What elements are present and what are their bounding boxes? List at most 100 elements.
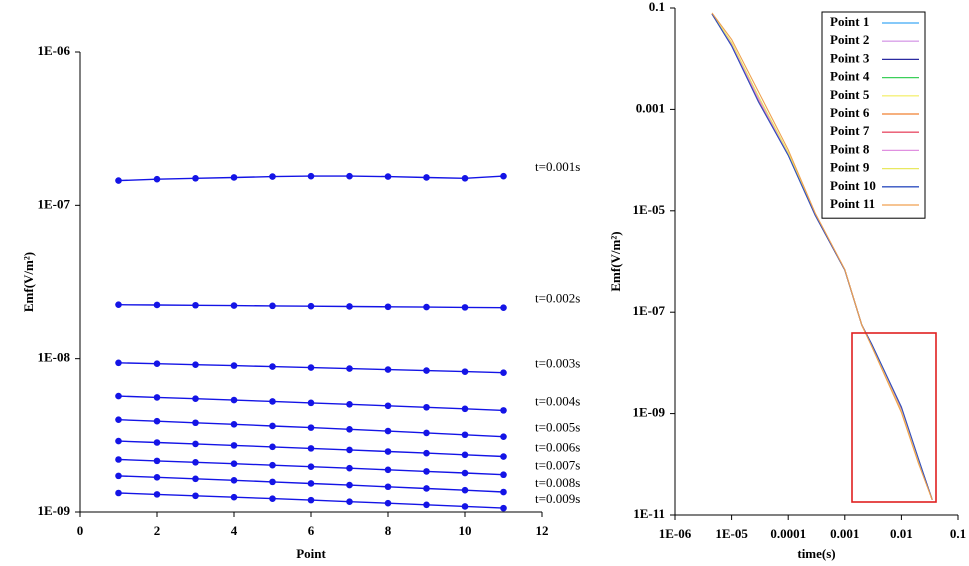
point-marker [500, 407, 507, 414]
x-tick-label: 0.001 [830, 526, 859, 541]
point-marker [461, 469, 469, 477]
point-marker [153, 394, 161, 401]
point-marker [115, 437, 122, 445]
point-marker [384, 173, 392, 180]
x-tick-label: 0.0001 [770, 526, 806, 541]
point-marker [500, 304, 507, 311]
x-tick-label: 0.1 [950, 526, 966, 541]
point-marker [423, 403, 430, 411]
point-marker [153, 301, 161, 309]
y-tick-label: 0.1 [649, 0, 665, 14]
point-marker [346, 303, 353, 310]
point-marker [423, 303, 430, 311]
series-label: t=0.007s [535, 458, 580, 473]
point-marker [230, 442, 238, 449]
legend-label: Point 1 [830, 14, 869, 29]
point-marker [346, 464, 353, 472]
point-marker [384, 427, 392, 435]
x-tick-label: 0 [77, 523, 84, 538]
x-tick-label: 12 [536, 523, 549, 538]
point-marker [153, 360, 161, 368]
legend-label: Point 11 [830, 196, 875, 211]
series-label: t=0.008s [535, 475, 580, 490]
point-marker [307, 496, 315, 504]
point-marker [269, 422, 276, 430]
series-label: t=0.005s [535, 420, 580, 435]
series-label: t=0.001s [535, 159, 580, 174]
point-marker [461, 304, 469, 311]
point-marker [115, 177, 122, 184]
point-marker [230, 493, 238, 501]
point-marker [461, 431, 469, 439]
point-marker [500, 369, 507, 376]
point-marker [230, 174, 238, 181]
highlight-box [851, 332, 937, 503]
point-marker [115, 359, 122, 367]
point-marker [192, 301, 199, 309]
legend-label: Point 10 [830, 178, 876, 193]
point-marker [115, 416, 122, 423]
point-marker [384, 466, 392, 474]
y-axis-label: Emf(V/m²) [21, 252, 36, 312]
point-marker [346, 426, 353, 433]
y-tick-label: 1E-05 [633, 202, 666, 217]
point-marker [346, 365, 353, 372]
point-marker [423, 485, 430, 492]
legend-label: Point 8 [830, 141, 870, 156]
legend-label: Point 9 [830, 160, 870, 175]
point-marker [500, 172, 507, 180]
point-marker [192, 458, 199, 466]
point-marker [230, 396, 238, 404]
series-label: t=0.003s [535, 356, 580, 371]
legend-label: Point 4 [830, 69, 870, 84]
legend-label: Point 5 [830, 87, 870, 102]
y-tick-label: 1E-11 [633, 506, 665, 521]
x-tick-label: 2 [154, 523, 161, 538]
y-tick-label: 1E-09 [38, 503, 71, 518]
point-marker [115, 456, 122, 463]
x-tick-label: 4 [231, 523, 238, 538]
x-tick-label: 1E-05 [715, 526, 748, 541]
point-marker [423, 449, 430, 457]
point-marker [192, 175, 199, 182]
y-tick-label: 1E-09 [633, 405, 666, 420]
point-marker [384, 366, 392, 373]
point-marker [269, 443, 276, 451]
series-label: t=0.009s [535, 491, 580, 506]
legend-box [821, 11, 926, 219]
point-marker [230, 421, 238, 428]
series-label: t=0.006s [535, 440, 580, 455]
y-tick-label: 1E-07 [38, 196, 71, 211]
point-marker [153, 474, 161, 481]
point-marker [192, 440, 199, 448]
series-label: t=0.002s [535, 291, 580, 306]
point-marker [230, 460, 238, 468]
point-marker [269, 363, 276, 370]
x-axis-label: Point [296, 546, 326, 561]
point-marker [461, 175, 469, 182]
point-marker [307, 463, 315, 470]
x-tick-label: 8 [385, 523, 392, 538]
point-marker [269, 495, 276, 502]
point-marker [461, 405, 469, 413]
point-marker [307, 424, 315, 431]
point-marker [269, 398, 276, 405]
point-marker [153, 457, 161, 465]
point-marker [192, 395, 199, 403]
x-axis-label: time(s) [797, 546, 835, 561]
point-marker [346, 400, 353, 408]
legend-label: Point 2 [830, 32, 869, 47]
legend-label: Point 3 [830, 50, 870, 65]
x-tick-label: 0.01 [890, 526, 913, 541]
point-marker [423, 501, 430, 509]
point-marker [461, 486, 469, 494]
legend-label: Point 7 [830, 123, 870, 138]
point-marker [192, 492, 199, 500]
point-marker [384, 483, 392, 491]
point-marker [115, 301, 122, 308]
point-marker [423, 429, 430, 437]
y-tick-label: 1E-06 [38, 43, 71, 58]
point-marker [307, 302, 315, 310]
y-axis-label: Emf(V/m²) [608, 231, 623, 291]
point-marker [500, 488, 507, 496]
